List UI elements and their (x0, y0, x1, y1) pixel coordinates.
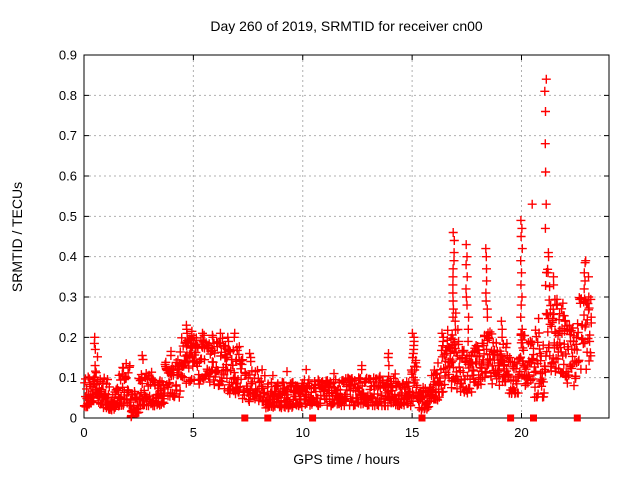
x-tick-label: 20 (514, 425, 528, 440)
y-tick-label: 0.4 (59, 249, 77, 264)
y-tick-label: 0.6 (59, 169, 77, 184)
y-tick-label: 0.8 (59, 88, 77, 103)
gap-marker (507, 414, 515, 422)
y-tick-label: 0.7 (59, 128, 77, 143)
x-tick-label: 10 (296, 425, 310, 440)
gap-marker (309, 414, 317, 422)
y-tick-label: 0.3 (59, 290, 77, 305)
y-tick-label: 0 (70, 411, 77, 426)
x-tick-label: 5 (190, 425, 197, 440)
y-tick-label: 0.5 (59, 209, 77, 224)
x-tick-label: 0 (80, 425, 87, 440)
chart-title: Day 260 of 2019, SRMTID for receiver cn0… (210, 18, 483, 34)
plot-border (83, 54, 610, 419)
gap-marker (418, 414, 426, 422)
y-tick-label: 0.9 (59, 48, 77, 63)
gap-marker (241, 414, 249, 422)
gap-marker (264, 414, 272, 422)
y-tick-label: 0.2 (59, 330, 77, 345)
gap-marker (573, 414, 581, 422)
gap-marker-series (241, 414, 581, 422)
y-axis-label: SRMTID / TECUs (9, 181, 26, 292)
y-axis-label-box: SRMTID / TECUs (6, 55, 28, 418)
x-tick-label: 15 (405, 425, 419, 440)
y-tick-label: 0.1 (59, 370, 77, 385)
axis-ticks (83, 54, 609, 419)
scatter-series (79, 74, 596, 422)
gap-marker (530, 414, 537, 422)
x-axis-label: GPS time / hours (293, 451, 400, 467)
